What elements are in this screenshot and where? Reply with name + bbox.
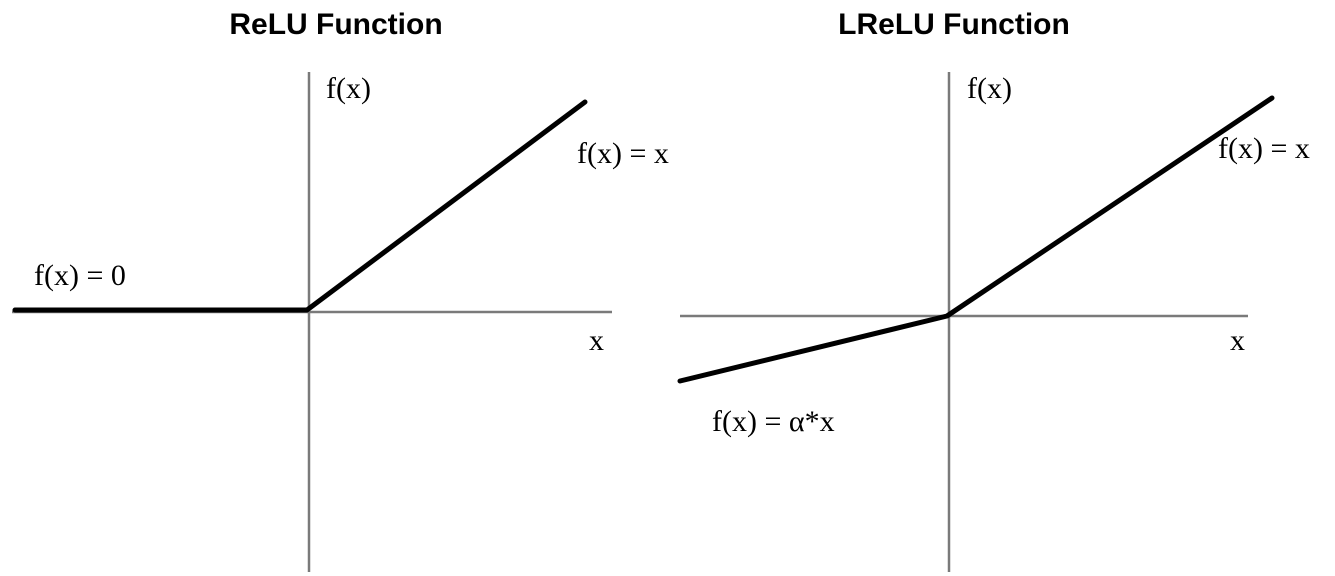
lrelu-x-axis-label: x xyxy=(1230,324,1245,357)
lrelu-left-formula: f(x) = α*x xyxy=(712,405,835,438)
lrelu-y-axis-label: f(x) xyxy=(967,72,1012,105)
relu-curve xyxy=(12,99,588,313)
relu-title: ReLU Function xyxy=(229,8,442,41)
lrelu-title: LReLU Function xyxy=(838,8,1070,41)
relu-y-axis-label: f(x) xyxy=(326,72,371,105)
relu-left-formula: f(x) = 0 xyxy=(34,259,126,292)
relu-x-axis-label: x xyxy=(589,324,604,357)
lrelu-panel: LReLU Function f(x) x f(x) = α*x f(x) = … xyxy=(677,8,1310,572)
lrelu-right-formula: f(x) = x xyxy=(1218,132,1310,165)
lrelu-curve xyxy=(677,95,1275,384)
relu-panel: ReLU Function f(x) x f(x) = 0 f(x) = x xyxy=(12,8,669,572)
relu-right-formula: f(x) = x xyxy=(577,137,669,170)
